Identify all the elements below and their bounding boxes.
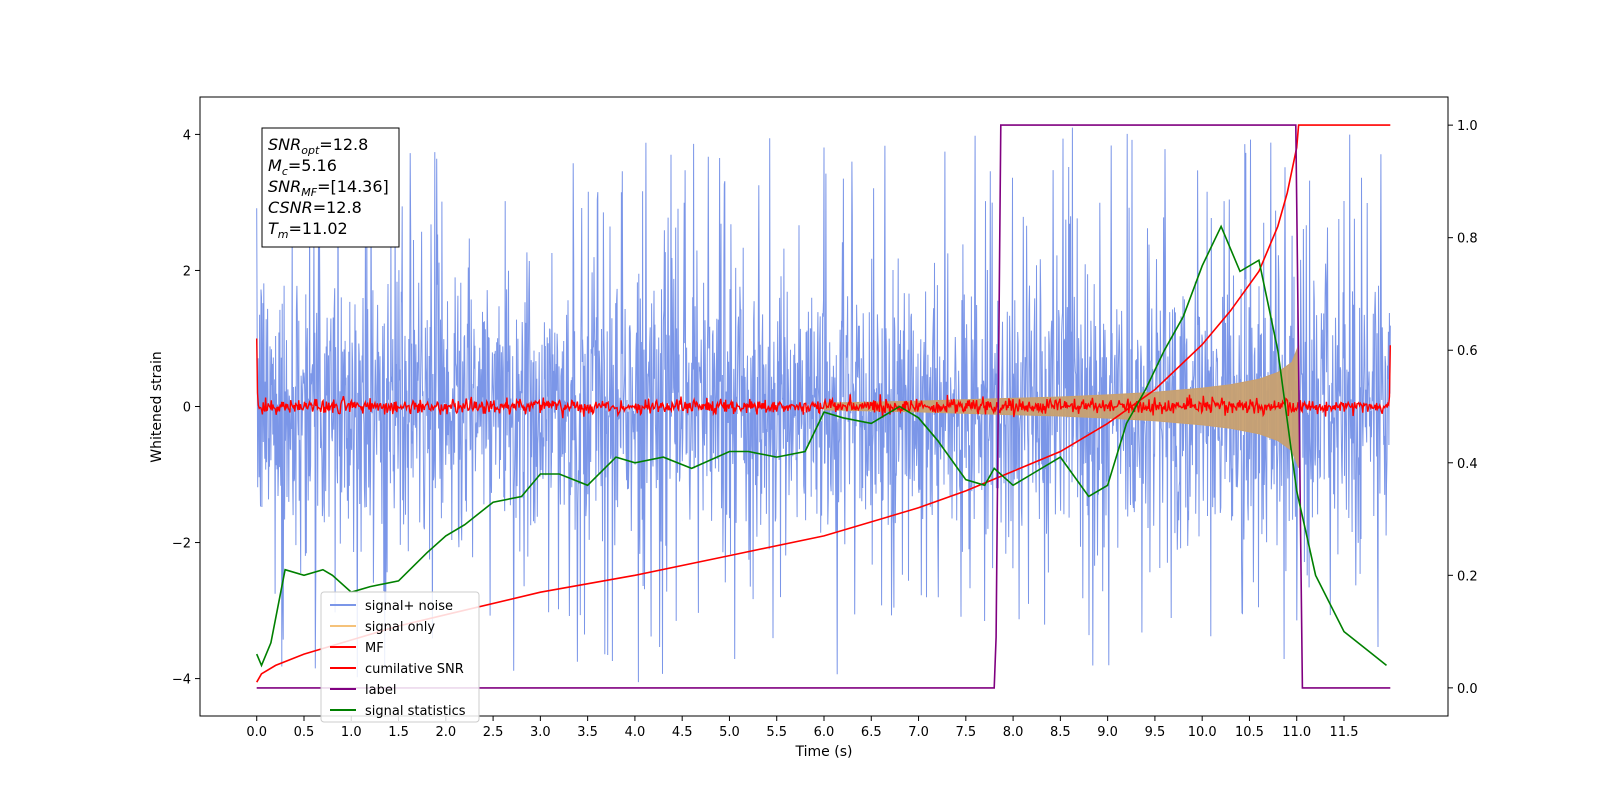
annotation-frame <box>261 127 400 248</box>
x-tick-label: 10.5 <box>1235 725 1264 740</box>
x-tick-label: 4.5 <box>672 725 693 740</box>
legend-entry: cumilative SNR <box>365 662 464 677</box>
x-tick-label: 0.5 <box>294 725 315 740</box>
x-tick-label: 1.5 <box>388 725 409 740</box>
x-tick-label: 3.5 <box>577 725 598 740</box>
legend-entry: label <box>365 683 396 698</box>
x-tick-label: 11.0 <box>1282 725 1311 740</box>
y-left-tick-label: 2 <box>183 264 191 279</box>
y-axis-label: Whitened strain <box>149 351 165 462</box>
series-mf <box>256 338 1391 419</box>
x-axis-label: Time (s) <box>795 744 853 760</box>
legend-entry: signal statistics <box>365 704 466 719</box>
legend-entry: signal only <box>365 620 435 635</box>
legend: signal+ noise signal only MF cumilative SNR… <box>320 591 480 723</box>
annotation-line: SNRMF=[14.36] <box>268 177 389 199</box>
y-right-tick-label: 0.0 <box>1457 682 1478 697</box>
x-tick-label: 8.5 <box>1050 725 1071 740</box>
x-tick-label: 5.5 <box>766 725 787 740</box>
x-tick-label: 10.0 <box>1188 725 1217 740</box>
x-tick-label: 2.5 <box>483 725 504 740</box>
x-tick-label: 1.0 <box>341 725 362 740</box>
x-tick-label: 8.0 <box>1003 725 1024 740</box>
x-tick-label: 7.5 <box>955 725 976 740</box>
x-tick-label: 11.5 <box>1330 725 1359 740</box>
y-left-tick-label: 0 <box>183 401 191 416</box>
x-tick-label: 5.0 <box>719 725 740 740</box>
y-right-tick-label: 0.6 <box>1457 344 1478 359</box>
x-tick-label: 7.0 <box>908 725 929 740</box>
annotation-line: Tm=11.02 <box>268 219 348 241</box>
annotation-box: SNRopt=12.8Mc=5.16SNRMF=[14.36]CSNR=12.8… <box>261 127 400 248</box>
annotation-line: Mc=5.16 <box>268 156 337 178</box>
x-tick-label: 4.0 <box>625 725 646 740</box>
y-right-tick-label: 0.2 <box>1457 569 1478 584</box>
annotation-line: CSNR=12.8 <box>268 198 362 217</box>
ticks-layer: 0.0 0.5 1.0 1.5 2.0 2.5 3.0 3.5 4.0 4.5 5.0 5.5 6.0 6… <box>172 119 1478 740</box>
x-tick-label: 9.0 <box>1097 725 1118 740</box>
x-tick-label: 6.0 <box>814 725 835 740</box>
y-right-tick-label: 0.4 <box>1457 457 1478 472</box>
y-left-tick-label: 4 <box>183 128 191 143</box>
y-left-tick-label: −2 <box>172 537 191 552</box>
y-right-tick-label: 1.0 <box>1457 119 1478 134</box>
x-tick-label: 6.5 <box>861 725 882 740</box>
x-tick-label: 9.5 <box>1145 725 1166 740</box>
x-tick-label: 0.0 <box>246 725 267 740</box>
series-label <box>256 124 1391 689</box>
annotation-line: SNRopt=12.8 <box>268 135 368 157</box>
y-right-tick-label: 0.8 <box>1457 232 1478 247</box>
x-tick-label: 3.0 <box>530 725 551 740</box>
legend-entry: MF <box>365 641 384 656</box>
x-tick-label: 2.0 <box>435 725 456 740</box>
series-signal-statistics <box>255 224 1388 668</box>
legend-frame <box>320 591 480 723</box>
legend-entry: signal+ noise <box>365 599 453 614</box>
y-left-tick-label: −4 <box>172 673 191 688</box>
